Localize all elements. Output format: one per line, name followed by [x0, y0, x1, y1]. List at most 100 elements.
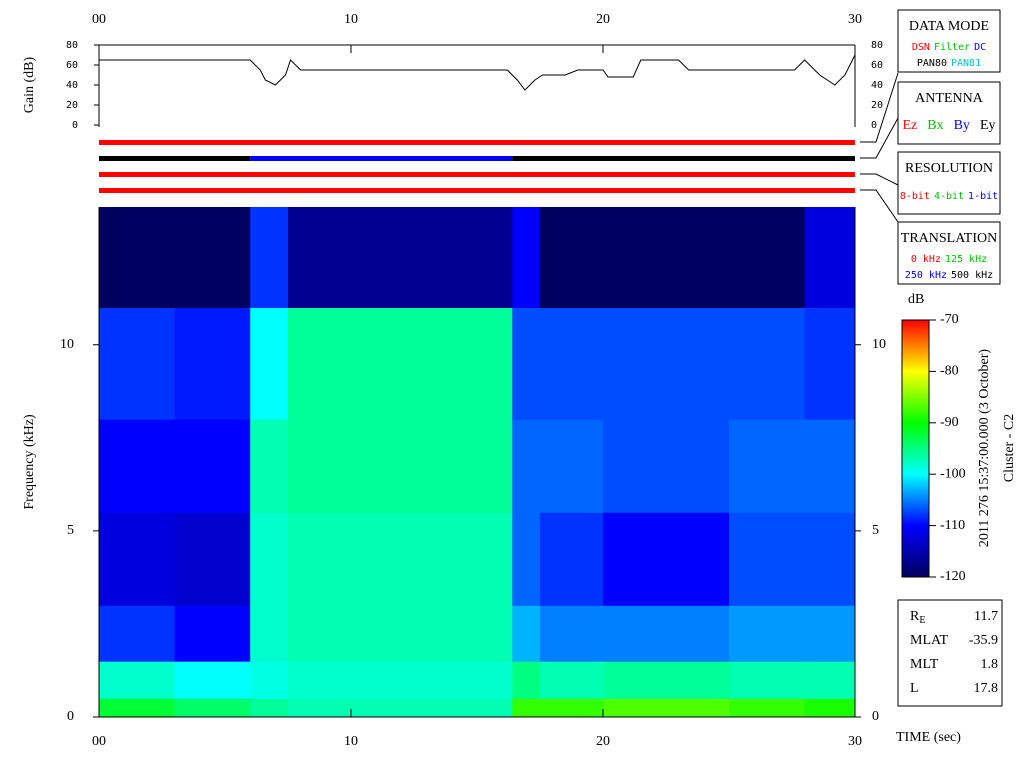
colorbar-label: dB	[908, 292, 924, 307]
spectrogram-cell	[512, 661, 541, 699]
colorbar-tick-label: -100	[940, 466, 966, 481]
x-tick-label: 00	[92, 734, 106, 749]
spectrogram-cell	[288, 605, 513, 662]
spectrogram-cell	[540, 207, 604, 309]
spectrogram-cell	[512, 605, 541, 662]
status-bar	[99, 156, 251, 161]
legend-item: 125 kHz	[945, 254, 987, 265]
spectrogram-cell	[288, 207, 513, 309]
colorbar	[901, 319, 930, 578]
spectrogram-cell	[99, 661, 176, 699]
legend-row: Ez Bx By Ey	[902, 118, 995, 133]
y-tick-label: 5	[872, 523, 879, 538]
spacecraft: Cluster - C2	[1002, 414, 1017, 482]
spectrogram-cell	[288, 307, 513, 420]
x-tick-label: 20	[596, 12, 610, 27]
spectrogram-cell	[288, 661, 513, 699]
legend-item: 500 kHz	[951, 270, 993, 281]
spectrogram-cell	[603, 207, 730, 309]
time-axis-title: TIME (sec)	[896, 730, 961, 745]
spectrogram-cell	[804, 698, 856, 718]
legend-item: 8-bit	[900, 191, 930, 202]
legend-item: Filter	[934, 42, 970, 53]
spectrogram-cell	[540, 661, 604, 699]
spectrogram-cell	[603, 307, 730, 420]
legend-row: 0 kHz 125 kHz	[911, 254, 987, 265]
x-tick-label: 00	[92, 12, 106, 27]
spectrogram-cell	[804, 661, 856, 699]
spectrogram-cell	[540, 419, 604, 513]
spectrogram-cell	[540, 307, 604, 420]
legend-item: Bx	[927, 118, 943, 133]
y-tick-label: 5	[67, 523, 74, 538]
status-bar	[512, 156, 855, 161]
legend-row: DSN Filter DC	[912, 42, 986, 53]
spectrogram-cell	[512, 512, 541, 606]
spectrogram-cell	[99, 307, 176, 420]
spectrogram-cell	[540, 605, 604, 662]
legend-title: ANTENNA	[915, 91, 984, 106]
spectrogram-cell	[804, 512, 856, 606]
info-label: MLT	[910, 657, 939, 672]
spectrogram-cell	[250, 605, 289, 662]
spectrogram-cell	[250, 698, 289, 718]
spectrogram-cell	[174, 605, 251, 662]
x-tick-label: 20	[596, 734, 610, 749]
info-label-text: MLT	[910, 657, 939, 672]
spectrogram-cell	[288, 698, 513, 718]
colorbar-tick-label: -90	[940, 415, 959, 430]
legend-pointers	[860, 72, 899, 223]
spectrogram-cell	[804, 419, 856, 513]
y-tick-label: 40	[871, 80, 883, 91]
colorbar-tick-label: -110	[940, 518, 965, 533]
timestamp: 2011 276 15:37:00.000 (3 October)	[977, 349, 992, 548]
spectrogram-cell	[512, 698, 541, 718]
spectrogram-cell	[540, 698, 604, 718]
spectrogram-cell	[250, 307, 289, 420]
x-tick-label: 30	[848, 12, 862, 27]
pointer	[860, 173, 899, 186]
spectrogram-cell	[512, 207, 541, 309]
legend-item: DSN	[912, 42, 930, 53]
info-label: L	[910, 681, 919, 696]
spectrogram-cell	[729, 419, 806, 513]
spectrogram-cell	[603, 605, 730, 662]
info-label-text: MLAT	[910, 633, 949, 648]
legend-title: DATA MODE	[909, 19, 989, 34]
y-tick-label: 60	[871, 60, 883, 71]
spectrogram-cell	[603, 419, 730, 513]
spectrogram-cell	[174, 698, 251, 718]
spectrogram-cell	[99, 512, 176, 606]
y-tick-label: 10	[872, 337, 886, 352]
spectrogram-cell	[804, 605, 856, 662]
spectrogram-cell	[99, 419, 176, 513]
y-tick-label: 20	[66, 100, 78, 111]
legend-item: DC	[974, 42, 986, 53]
legend-box	[897, 81, 1001, 145]
info-label-text: R	[910, 609, 920, 624]
legend-item: 4-bit	[934, 191, 964, 202]
spectrogram-cell	[729, 207, 806, 309]
spectrogram-cell	[250, 661, 289, 699]
spectrogram-cell	[174, 307, 251, 420]
legend-row: 8-bit 4-bit 1-bit	[900, 191, 998, 202]
info-label-text: L	[910, 681, 919, 696]
status-bar	[99, 172, 855, 177]
y-tick-label: 0	[871, 120, 877, 131]
legend-item: By	[954, 118, 970, 133]
pointer	[860, 189, 899, 223]
legend-item: PAN81	[951, 58, 981, 69]
legend-item: 0 kHz	[911, 254, 941, 265]
colorbar-tick-label: -120	[940, 569, 966, 584]
spectrogram-cell	[603, 698, 730, 718]
spectrogram-cell	[174, 661, 251, 699]
legend-item: Ez	[902, 118, 917, 133]
spectrogram-cell	[174, 512, 251, 606]
legend-box	[897, 221, 1001, 285]
pointer	[860, 72, 899, 143]
legend-item: PAN80	[917, 58, 947, 69]
spectrogram-cell	[603, 661, 730, 699]
pointer	[860, 117, 899, 159]
spectrogram-cell	[804, 307, 856, 420]
